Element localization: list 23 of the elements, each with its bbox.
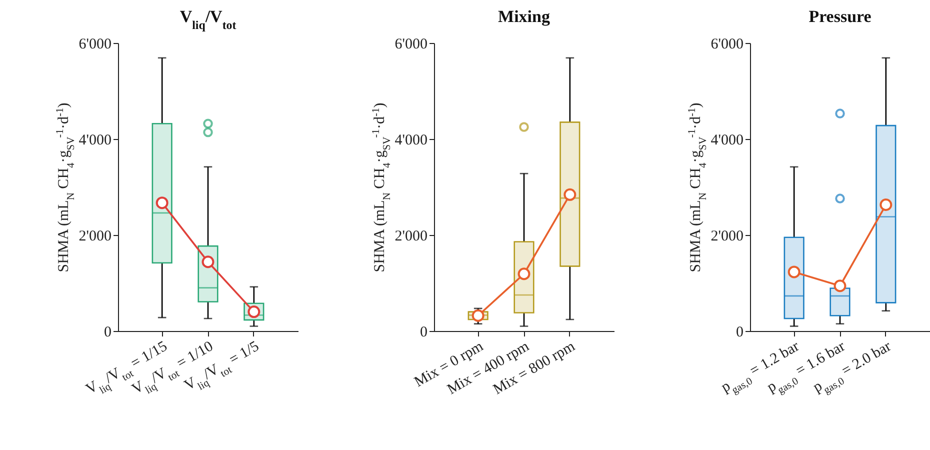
chart-title: Mixing [498, 7, 550, 26]
point [880, 198, 892, 211]
y-tick-label: 4'000 [78, 132, 112, 148]
point [518, 268, 530, 280]
y-tick-label: 4'000 [394, 132, 428, 148]
y-tick-label: 0 [736, 324, 744, 340]
y-tick-label: 2'000 [78, 228, 112, 244]
point [564, 188, 576, 201]
y-tick-label: 4'000 [710, 132, 744, 148]
chart-title: V$_{liq}$/V$_{tot}$ [180, 7, 236, 32]
y-tick-label: 6'000 [78, 36, 112, 52]
y-tick-label: 6'000 [394, 36, 428, 52]
y-tick-label: 0 [420, 324, 428, 340]
point [834, 280, 846, 292]
point [156, 196, 168, 210]
chart-title: Pressure [808, 7, 872, 26]
point [788, 266, 800, 278]
y-tick-label: 2'000 [710, 228, 744, 244]
point [472, 309, 484, 322]
y-tick-label: 2'000 [394, 228, 428, 244]
y-tick-label: 0 [104, 324, 112, 340]
point [202, 256, 214, 268]
y-tick-label: 6'000 [710, 36, 744, 52]
